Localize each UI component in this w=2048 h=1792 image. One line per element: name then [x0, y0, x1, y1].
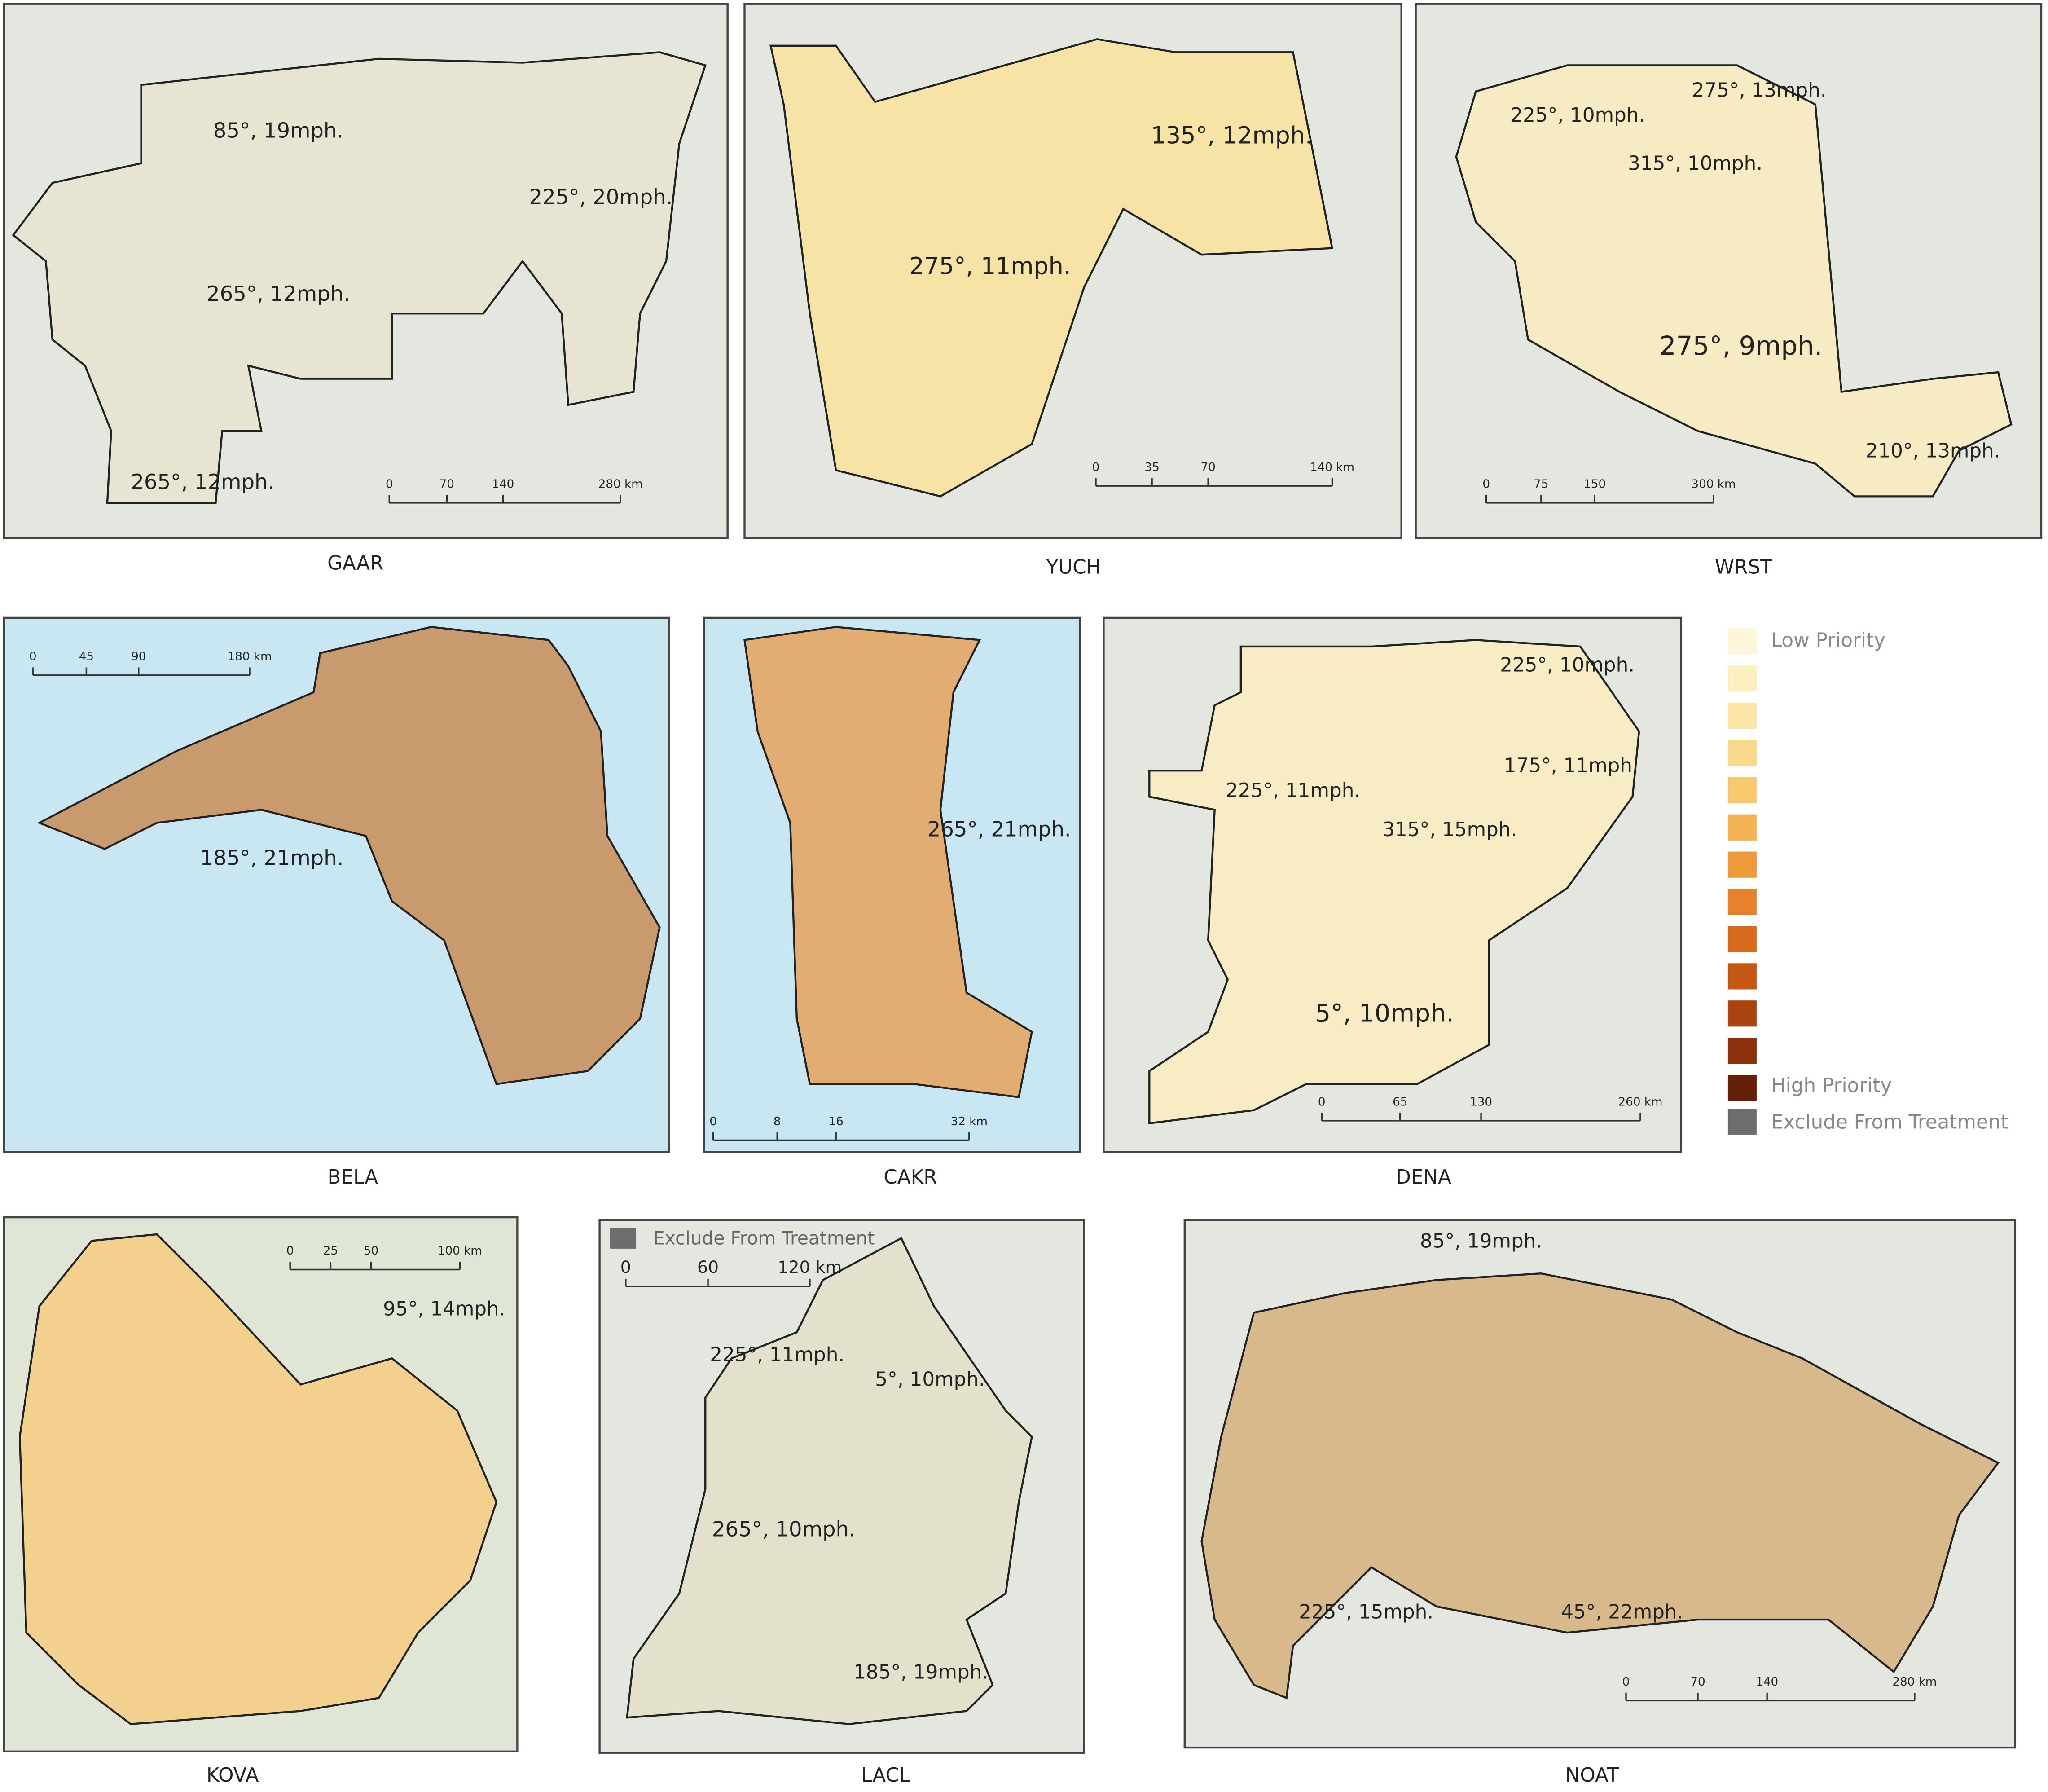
wind-label: 185°, 19mph. — [853, 1661, 988, 1683]
wind-label: 175°, 11mph. — [1504, 755, 1639, 777]
scale-label: 0 — [1622, 1675, 1630, 1689]
legend-swatch — [1727, 851, 1757, 878]
wind-label: 225°, 10mph. — [1500, 654, 1635, 677]
wind-label: 315°, 10mph. — [1628, 153, 1762, 175]
scale-label: 280 km — [1892, 1675, 1937, 1689]
scale-label: 45 — [79, 650, 94, 664]
scale-label: 100 km — [438, 1244, 482, 1258]
wind-label: 95°, 14mph. — [383, 1298, 505, 1321]
wind-label: 265°, 12mph. — [207, 282, 350, 306]
legend-swatch — [1727, 1038, 1757, 1064]
legend-swatch — [1727, 702, 1757, 729]
legend-swatch — [1727, 777, 1757, 803]
scale-label: 260 km — [1618, 1096, 1663, 1109]
scale-label: 0 — [29, 650, 37, 664]
park-boundary — [37, 626, 661, 1085]
scale-label: 280 km — [598, 478, 643, 491]
scale-label: 140 km — [1310, 461, 1354, 474]
wind-label: 315°, 15mph. — [1382, 819, 1517, 841]
scale-label: 70 — [1200, 461, 1215, 474]
legend-swatch — [610, 1228, 637, 1249]
scale-label: 65 — [1393, 1096, 1407, 1109]
legend-label: Low Priority — [1771, 629, 1885, 652]
wind-label: 275°, 11mph. — [909, 252, 1071, 280]
park-boundary — [743, 626, 1033, 1098]
scale-label: 0 — [286, 1244, 294, 1258]
legend-swatch — [1727, 963, 1757, 990]
scale-label: 75 — [1534, 478, 1548, 491]
map-caption: YUCH — [1046, 556, 1101, 578]
scale-label: 0 — [1092, 461, 1100, 474]
scale-label: 0 — [709, 1115, 717, 1128]
map-caption: GAAR — [327, 552, 383, 575]
park-boundary — [18, 1233, 498, 1725]
wind-label: 275°, 9mph. — [1659, 330, 1822, 361]
legend-swatch — [1727, 665, 1757, 692]
park-boundary — [1200, 1272, 2000, 1700]
legend-swatch — [1727, 926, 1757, 952]
scale-label: 150 — [1583, 478, 1606, 491]
scale-label: 35 — [1144, 461, 1159, 474]
scale-label: 130 — [1470, 1096, 1492, 1109]
wind-label: 225°, 20mph. — [529, 185, 673, 209]
wind-label: 85°, 19mph. — [213, 118, 343, 142]
legend-label: Exclude From Treatment — [1771, 1111, 2008, 1134]
park-boundary — [769, 38, 1334, 498]
wind-label: 5°, 10mph. — [875, 1369, 985, 1391]
wind-label: 135°, 12mph. — [1151, 122, 1312, 149]
legend-swatch — [1727, 1000, 1757, 1027]
scale-label: 16 — [828, 1115, 843, 1128]
map-caption: WRST — [1715, 556, 1772, 578]
wind-label: 275°, 13mph. — [1692, 79, 1827, 102]
wind-label: 225°, 10mph. — [1510, 104, 1645, 127]
scale-label: 120 km — [778, 1257, 842, 1277]
legend-label: High Priority — [1771, 1074, 1892, 1097]
map-caption: KOVA — [207, 1764, 259, 1787]
legend-swatch — [1727, 889, 1757, 915]
wind-label: 225°, 11mph. — [710, 1343, 844, 1366]
scale-label: 180 km — [228, 650, 272, 664]
scale-label: 300 km — [1691, 478, 1736, 491]
scale-label: 140 — [1756, 1675, 1778, 1689]
legend-swatch — [1727, 814, 1757, 841]
map-caption: CAKR — [883, 1166, 937, 1189]
scale-label: 32 km — [951, 1115, 988, 1128]
wind-label: 210°, 13mph. — [1866, 440, 2000, 462]
wind-label: 225°, 11mph. — [1226, 779, 1360, 802]
wind-label: 225°, 15mph. — [1299, 1601, 1433, 1623]
wind-label: 5°, 10mph. — [1315, 999, 1454, 1028]
scale-label: 70 — [439, 478, 454, 491]
scale-label: 140 — [492, 478, 514, 491]
scale-label: 60 — [697, 1257, 719, 1277]
park-boundary — [1148, 639, 1640, 1125]
wind-label: 185°, 21mph. — [200, 846, 343, 870]
scale-label: 50 — [364, 1244, 378, 1258]
park-boundary — [12, 51, 707, 504]
scale-label: 90 — [131, 650, 146, 664]
scale-label: 8 — [773, 1115, 781, 1128]
wind-label: 265°, 10mph. — [712, 1517, 856, 1541]
wind-label: 265°, 12mph. — [131, 470, 274, 494]
legend-swatch — [1727, 1075, 1757, 1101]
legend-swatch — [1727, 1109, 1757, 1135]
map-caption: DENA — [1396, 1166, 1451, 1189]
wind-label: 265°, 21mph. — [927, 817, 1071, 841]
map-caption: BELA — [328, 1166, 378, 1189]
map-caption: NOAT — [1565, 1764, 1619, 1787]
scale-label: 0 — [1318, 1096, 1326, 1109]
scale-label: 0 — [1482, 478, 1490, 491]
scale-label: 25 — [323, 1244, 338, 1258]
scale-label: 0 — [620, 1257, 631, 1277]
park-boundary — [626, 1237, 1033, 1725]
scale-label: 70 — [1690, 1675, 1705, 1689]
legend-swatch — [1727, 740, 1757, 766]
map-caption: LACL — [861, 1764, 910, 1787]
scale-label: 0 — [386, 478, 393, 491]
wind-label: 45°, 22mph. — [1561, 1601, 1683, 1623]
park-boundary — [1455, 64, 2013, 498]
wind-label: 85°, 19mph. — [1420, 1230, 1542, 1252]
legend-swatch — [1727, 628, 1757, 655]
inset-legend-label: Exclude From Treatment — [653, 1228, 875, 1249]
